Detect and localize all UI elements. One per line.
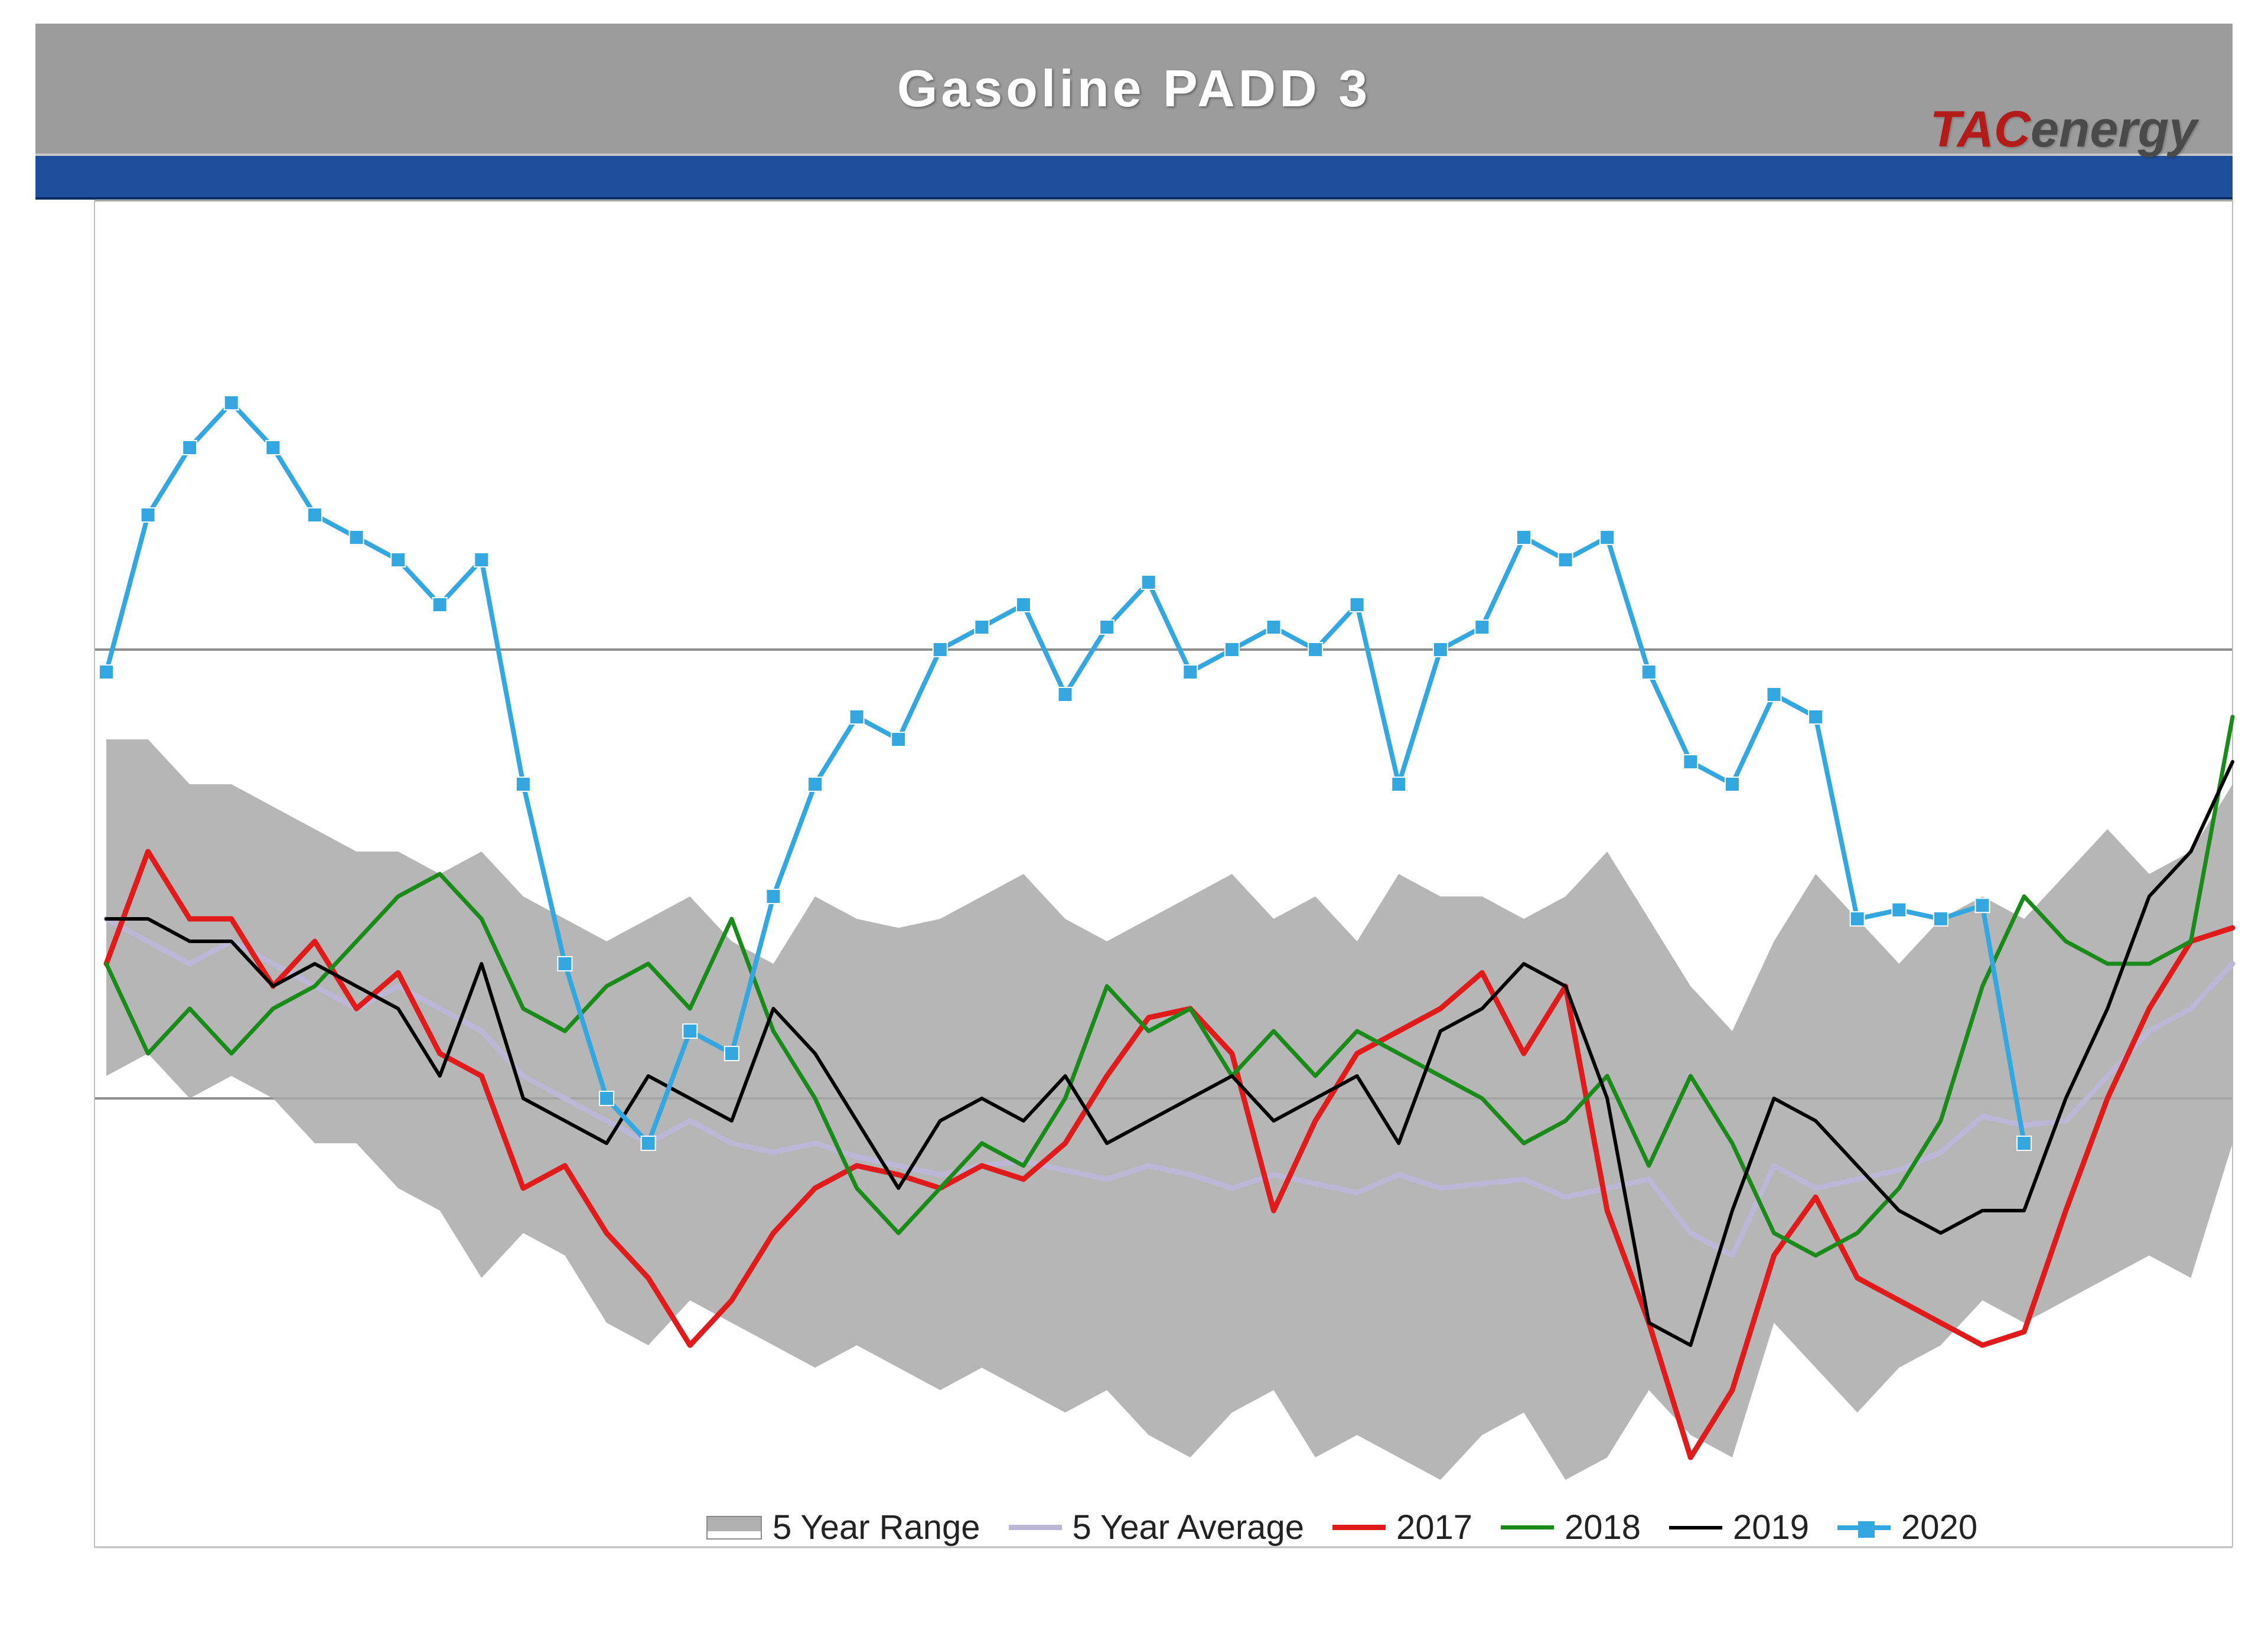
- series-y2020-marker: [641, 1136, 656, 1150]
- series-y2020-marker: [808, 777, 822, 791]
- series-y2020-marker: [891, 732, 905, 746]
- series-y2020-marker: [1975, 898, 1989, 912]
- series-y2020-marker: [683, 1024, 697, 1038]
- series-y2020-marker: [766, 889, 780, 904]
- series-y2020-marker: [850, 710, 864, 724]
- legend-item-avg5: 5 Year Average: [1009, 1508, 1304, 1547]
- series-y2020-marker: [183, 441, 197, 455]
- series-y2020-marker: [308, 508, 322, 522]
- series-y2020-marker: [558, 957, 572, 971]
- legend-label-y2018: 2018: [1565, 1508, 1641, 1547]
- series-y2020-marker: [1850, 912, 1865, 926]
- series-y2020-marker: [2017, 1136, 2031, 1150]
- series-y2020-marker: [224, 396, 239, 410]
- series-y2020-marker: [1225, 643, 1239, 657]
- legend-label-range: 5 Year Range: [773, 1508, 980, 1547]
- series-y2020-marker: [1433, 643, 1448, 657]
- series-y2020-marker: [1392, 777, 1406, 791]
- series-y2020-marker: [1642, 665, 1656, 679]
- series-y2020-marker: [1183, 665, 1197, 679]
- series-y2020-marker: [474, 553, 488, 567]
- legend-label-avg5: 5 Year Average: [1073, 1508, 1304, 1547]
- chart-legend: 5 Year Range 5 Year Average 2017 2018 2019 20…: [697, 1503, 1987, 1552]
- series-y2020-marker: [1517, 530, 1531, 544]
- series-y2020-marker: [391, 553, 405, 567]
- series-y2020-marker: [99, 665, 113, 679]
- series-y2020-marker: [1142, 575, 1156, 589]
- series-y2020-marker: [1559, 553, 1573, 567]
- series-y2020-marker: [1350, 598, 1364, 612]
- series-y2020-marker: [516, 777, 530, 791]
- series-y2020-marker: [1892, 903, 1906, 917]
- series-y2020-marker: [1058, 687, 1073, 702]
- legend-item-y2018: 2018: [1501, 1508, 1641, 1547]
- legend-swatch-range-icon: [706, 1516, 762, 1540]
- legend-swatch-y2020-icon: [1837, 1525, 1891, 1530]
- series-y2020-marker: [725, 1046, 739, 1061]
- series-y2020-marker: [1600, 530, 1614, 544]
- series-y2020-marker: [933, 643, 947, 657]
- series-y2020-marker: [1934, 912, 1948, 926]
- series-y2020-marker: [433, 598, 447, 612]
- legend-swatch-y2018-icon: [1501, 1525, 1554, 1529]
- legend-swatch-avg5-icon: [1009, 1525, 1062, 1530]
- series-y2020-marker: [1767, 687, 1781, 702]
- legend-item-y2020: 2020: [1837, 1508, 1977, 1547]
- series-y2020-marker: [350, 530, 364, 544]
- series-y2020-marker: [599, 1091, 614, 1105]
- legend-swatch-y2019-icon: [1669, 1526, 1722, 1529]
- legend-item-range: 5 Year Range: [706, 1508, 980, 1547]
- series-y2020-marker: [1308, 643, 1322, 657]
- series-y2020-marker: [1725, 777, 1739, 791]
- legend-item-y2019: 2019: [1669, 1508, 1809, 1547]
- legend-label-y2017: 2017: [1396, 1508, 1472, 1547]
- chart-plot-svg: [0, 0, 2268, 1647]
- series-y2020-marker: [1683, 755, 1697, 769]
- series-y2020-marker: [266, 441, 280, 455]
- chart-root: Gasoline PADD 3 TACenergy 5 Year Range5 …: [0, 0, 2268, 1647]
- series-y2020-marker: [1266, 620, 1280, 634]
- series-y2020-marker: [1016, 598, 1031, 612]
- legend-swatch-y2017-icon: [1332, 1525, 1386, 1530]
- series-y2020-marker: [1808, 710, 1823, 724]
- legend-label-y2020: 2020: [1901, 1508, 1977, 1547]
- series-y2020-marker: [975, 620, 989, 634]
- series-y2020-marker: [141, 508, 155, 522]
- series-y2020-marker: [1100, 620, 1114, 634]
- legend-label-y2019: 2019: [1733, 1508, 1809, 1547]
- series-y2020-marker: [1475, 620, 1489, 634]
- legend-item-y2017: 2017: [1332, 1508, 1472, 1547]
